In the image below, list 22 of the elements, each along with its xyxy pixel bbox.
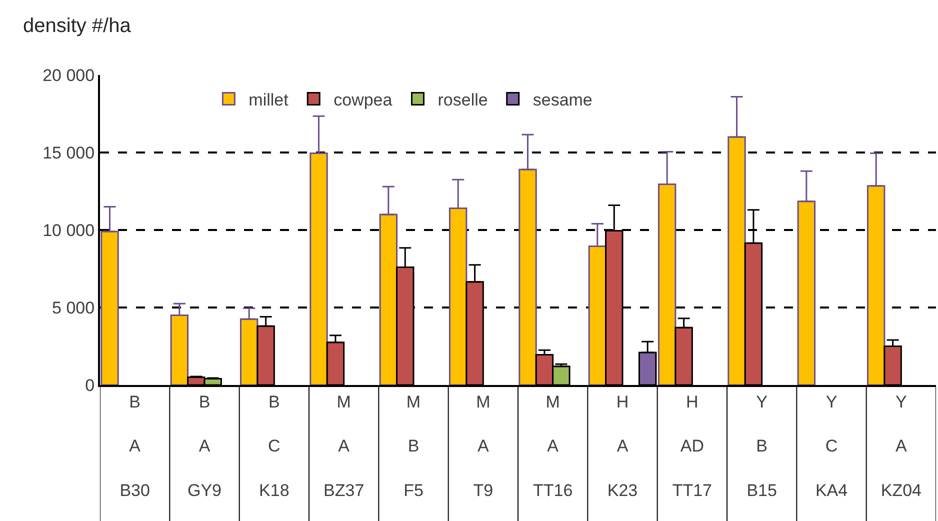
category-label: B A GY9 [187, 392, 222, 500]
category-label: M A TT16 [532, 392, 573, 500]
category-label: Y C KA4 [815, 392, 848, 500]
y-tick-label: 20 000 [42, 66, 95, 85]
legend-label: cowpea [334, 90, 393, 110]
legend-label: millet [248, 90, 289, 110]
category-label: M B F5 [404, 392, 424, 500]
legend-label: sesame [532, 90, 592, 110]
category-label: B A B30 [120, 392, 150, 500]
category-label: M A T9 [473, 392, 494, 500]
y-tick-label: 0 [85, 376, 95, 395]
y-tick-label: 15 000 [42, 143, 95, 162]
category-label: Y A KZ04 [880, 392, 922, 500]
category-label: M A BZ37 [324, 392, 364, 500]
y-tick-label: 5 000 [52, 298, 95, 318]
category-label: H A K23 [607, 392, 638, 500]
legend-label: roselle [438, 90, 488, 110]
y-axis-title: density #/ha [23, 15, 132, 37]
y-tick-label: 10 000 [42, 220, 95, 240]
category-label: Y B B15 [746, 392, 777, 500]
category-label: B C K18 [259, 392, 290, 500]
category-label: H AD TT17 [672, 392, 712, 500]
